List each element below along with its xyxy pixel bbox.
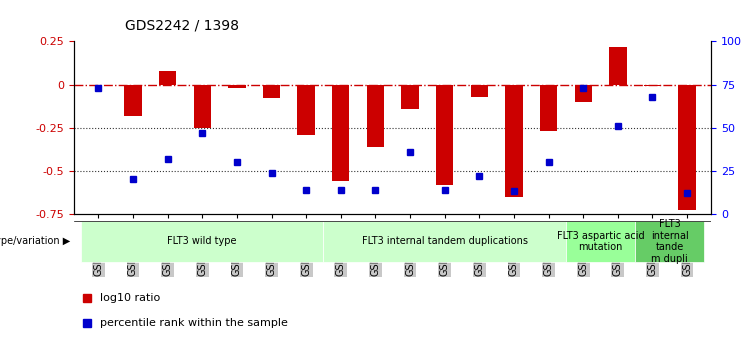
FancyBboxPatch shape (635, 221, 705, 262)
Text: genotype/variation ▶: genotype/variation ▶ (0, 237, 70, 246)
Text: FLT3 aspartic acid
mutation: FLT3 aspartic acid mutation (556, 231, 645, 252)
FancyBboxPatch shape (324, 221, 566, 262)
Bar (436, 85, 453, 185)
Bar (644, 85, 661, 86)
Bar (263, 85, 280, 98)
Bar (297, 85, 315, 135)
Bar (402, 85, 419, 109)
Text: FLT3
internal
tande
m dupli: FLT3 internal tande m dupli (651, 219, 688, 264)
Text: GDS2242 / 1398: GDS2242 / 1398 (125, 19, 239, 33)
Bar (609, 47, 626, 85)
Text: percentile rank within the sample: percentile rank within the sample (99, 318, 288, 327)
Bar (159, 71, 176, 85)
Bar (367, 85, 384, 147)
FancyBboxPatch shape (81, 221, 324, 262)
FancyBboxPatch shape (566, 221, 635, 262)
Bar (124, 85, 142, 116)
Bar (193, 85, 211, 128)
Bar (574, 85, 592, 102)
Bar (540, 85, 557, 131)
Bar (228, 85, 245, 88)
Bar (679, 85, 696, 210)
Text: log10 ratio: log10 ratio (99, 293, 160, 303)
Bar (332, 85, 350, 181)
Text: FLT3 wild type: FLT3 wild type (167, 237, 237, 246)
Bar (505, 85, 522, 197)
Text: FLT3 internal tandem duplications: FLT3 internal tandem duplications (362, 237, 528, 246)
Bar (471, 85, 488, 97)
